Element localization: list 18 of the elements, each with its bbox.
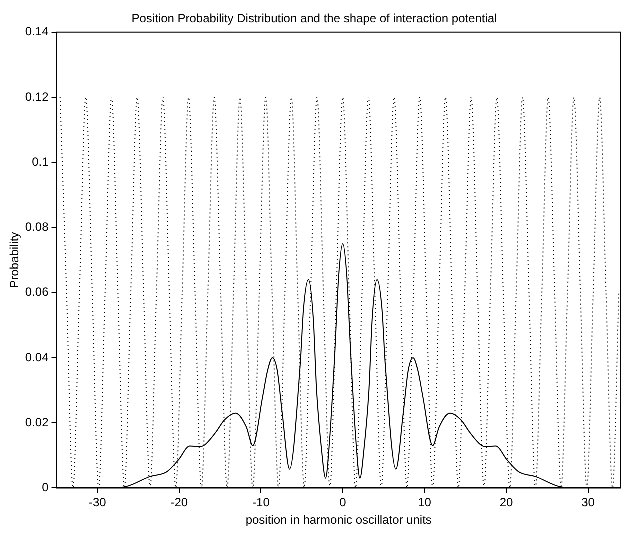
y-tick-label: 0.12 [25, 90, 50, 104]
y-axis-title: Probability [8, 232, 22, 288]
x-tick-label: 20 [500, 496, 514, 510]
y-tick-label: 0.1 [32, 154, 50, 169]
x-tick-label: -20 [170, 496, 188, 510]
x-tick-label: 10 [418, 496, 432, 510]
y-tick-label: 0.14 [25, 24, 50, 39]
y-tick-label: 0 [42, 480, 50, 495]
y-tick-label: 0.08 [25, 220, 50, 234]
x-axis-title: position in harmonic oscillator units [246, 513, 432, 528]
x-tick-label: -10 [252, 496, 270, 510]
x-tick-label: -30 [88, 496, 107, 510]
x-tick-label: 0 [340, 496, 347, 510]
y-tick-label: 0.04 [25, 350, 50, 364]
y-tick-label: 0.06 [25, 285, 50, 300]
x-tick-label: 30 [582, 496, 596, 510]
chart-title: Position Probability Distribution and the shape of interaction potential [132, 12, 498, 26]
y-tick-label: 0.02 [25, 415, 50, 430]
